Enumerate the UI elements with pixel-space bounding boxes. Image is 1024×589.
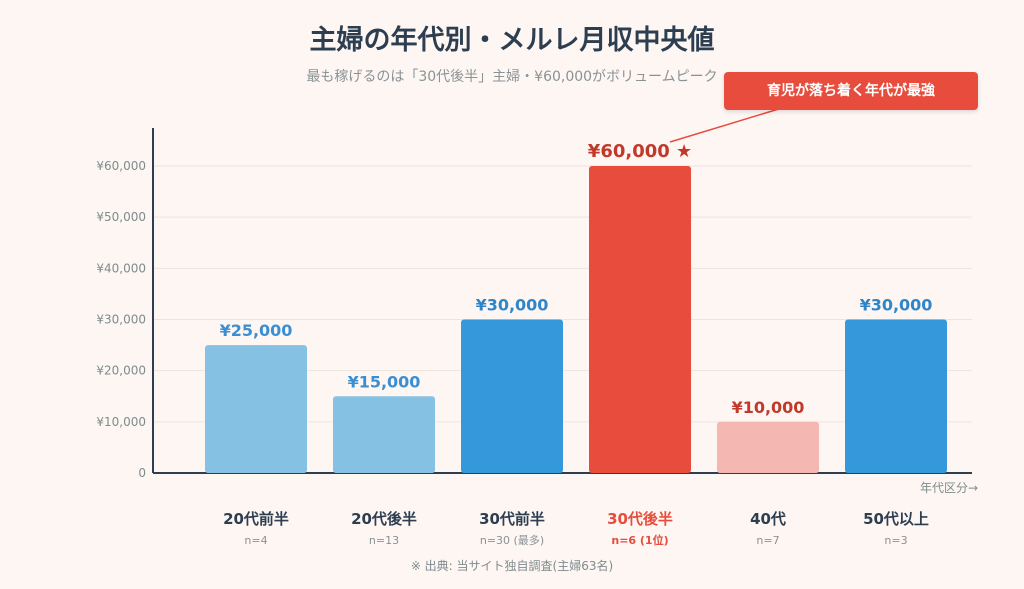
- sample-size-label: n=7: [756, 534, 779, 547]
- sample-size-label: n=3: [884, 534, 907, 547]
- bar: [461, 319, 563, 473]
- sample-size-label: n=6 (1位): [611, 533, 668, 547]
- y-tick-label: ¥20,000: [96, 364, 146, 378]
- annotation-callout: 育児が落ち着く年代が最強: [724, 72, 978, 110]
- annotation-connector: [669, 107, 783, 143]
- bar-value-label: ¥60,000 ★: [588, 141, 692, 162]
- bar: [333, 396, 435, 473]
- bar: [589, 166, 691, 473]
- chart-title: 主婦の年代別・メルレ月収中央値: [309, 25, 715, 56]
- x-category-label: 20代前半: [223, 510, 289, 528]
- y-tick-label: 0: [138, 466, 146, 480]
- bar-value-label: ¥10,000: [732, 398, 805, 417]
- chart-subtitle: 最も稼げるのは「30代後半」主婦・¥60,000がボリュームピーク: [306, 69, 718, 85]
- bar-value-label: ¥25,000: [220, 321, 293, 340]
- x-category-label: 20代後半: [351, 510, 417, 528]
- y-tick-label: ¥40,000: [96, 261, 146, 275]
- y-tick-label: ¥50,000: [96, 210, 146, 224]
- x-axis-title: 年代区分→: [920, 481, 978, 495]
- y-tick-label: ¥10,000: [96, 415, 146, 429]
- x-category-label: 30代後半: [607, 510, 673, 528]
- x-category-label: 50代以上: [863, 510, 929, 528]
- sample-size-label: n=13: [369, 534, 399, 547]
- bar-value-label: ¥15,000: [348, 372, 421, 391]
- bar: [205, 345, 307, 473]
- x-category-label: 30代前半: [479, 510, 545, 528]
- bar-value-label: ¥30,000: [476, 296, 549, 315]
- sample-size-label: n=4: [244, 534, 267, 547]
- y-tick-label: ¥60,000: [96, 159, 146, 173]
- bar-value-label: ¥30,000: [860, 296, 933, 315]
- bar: [717, 421, 819, 473]
- x-category-label: 40代: [750, 510, 786, 528]
- bar: [845, 319, 947, 473]
- y-tick-label: ¥30,000: [96, 313, 146, 327]
- source-footnote: ※ 出典: 当サイト独自調査(主婦63名): [410, 559, 614, 573]
- sample-size-label: n=30 (最多): [480, 533, 544, 547]
